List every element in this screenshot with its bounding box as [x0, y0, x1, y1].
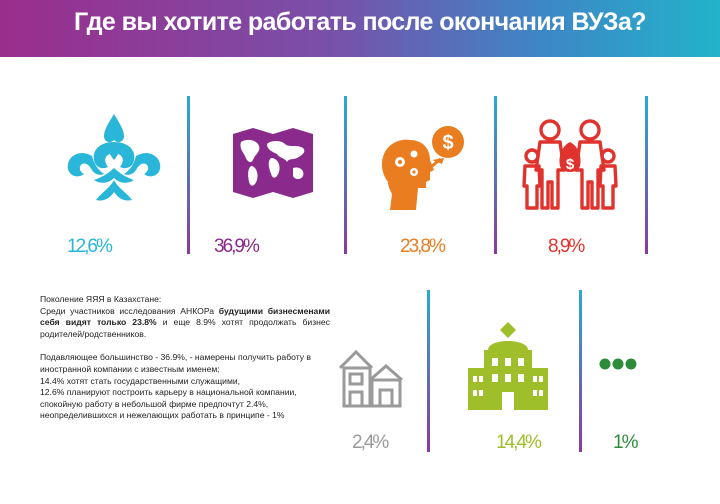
- percent-value: 1%: [613, 432, 639, 453]
- description-paragraph: Подавляющее большинство - 36.9%, - намер…: [40, 352, 311, 374]
- percent-value: 36,9%: [214, 236, 260, 257]
- divider: [427, 290, 430, 452]
- divider: [579, 290, 582, 452]
- svg-text:$: $: [442, 132, 453, 154]
- svg-text:$: $: [566, 156, 575, 173]
- world-map-icon: [233, 128, 313, 198]
- head-money-idea-icon: $: [381, 126, 464, 210]
- highlight-text: будущими бизнесменами себя видят только …: [40, 305, 330, 328]
- description-text: Поколение ЯЯЯ в Казахстане: Среди участн…: [40, 294, 330, 422]
- header-banner: Где вы хотите работать после окончания В…: [0, 0, 720, 57]
- percent-value: 8,9%: [548, 236, 585, 257]
- divider: [344, 96, 347, 254]
- small-house-icon: [338, 349, 403, 408]
- government-building-icon: [468, 322, 548, 410]
- description-heading: Поколение ЯЯЯ в Казахстане:: [40, 294, 162, 304]
- family-money-icon: $: [522, 119, 618, 210]
- percent-value: 2,4%: [352, 432, 389, 453]
- percent-value: 12,6%: [67, 236, 113, 257]
- text-span: Среди участников исследования АНКОРа: [40, 305, 219, 316]
- percent-value: 23,8%: [400, 236, 446, 257]
- divider: [494, 96, 497, 254]
- description-paragraph: 14.4% хотят стать государственными служа…: [40, 375, 241, 386]
- divider: [187, 96, 190, 254]
- page-title: Где вы хотите работать после окончания В…: [74, 8, 647, 36]
- text-span: и еще 8.9% хотят продолжать бизнес родит…: [40, 317, 330, 339]
- description-paragraph: 12.6% планируют построить карьеру в наци…: [40, 387, 297, 421]
- percent-value: 14,4%: [496, 432, 542, 453]
- ellipsis-icon: [599, 358, 637, 370]
- description-paragraph: Среди участников исследования АНКОРа буд…: [40, 306, 330, 341]
- divider: [645, 96, 648, 254]
- kazakh-ornament-icon: [67, 114, 161, 201]
